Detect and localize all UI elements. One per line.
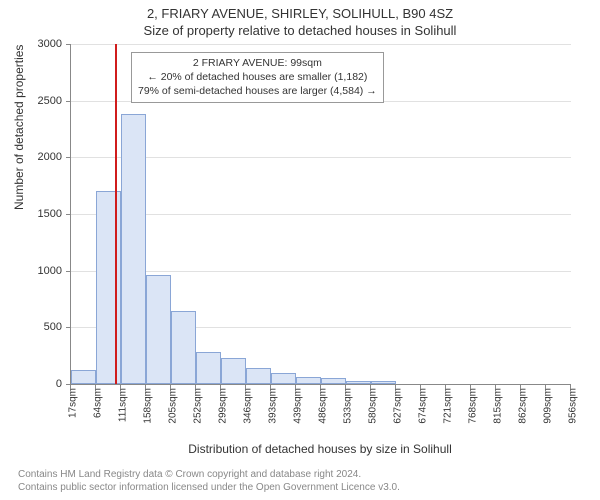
y-axis-label: Number of detached properties bbox=[12, 45, 26, 210]
histogram-bar bbox=[196, 352, 221, 384]
xtick-label: 956sqm bbox=[568, 388, 579, 424]
histogram-bar bbox=[246, 368, 271, 384]
histogram-bar bbox=[96, 191, 121, 384]
ytick-mark bbox=[66, 101, 71, 102]
gridline bbox=[71, 214, 571, 215]
annotation-box: 2 FRIARY AVENUE: 99sqm← 20% of detached … bbox=[131, 52, 384, 103]
property-marker-line bbox=[115, 44, 117, 384]
histogram-bar bbox=[296, 377, 321, 384]
chart-area: 2 FRIARY AVENUE: 99sqm← 20% of detached … bbox=[70, 44, 570, 414]
x-axis-label: Distribution of detached houses by size … bbox=[70, 442, 570, 456]
xtick-label: 252sqm bbox=[193, 388, 204, 424]
footer-line-2: Contains public sector information licen… bbox=[18, 481, 400, 494]
xtick-label: 158sqm bbox=[143, 388, 154, 424]
xtick-label: 627sqm bbox=[393, 388, 404, 424]
annotation-line3: 79% of semi-detached houses are larger (… bbox=[138, 84, 377, 98]
histogram-bar bbox=[146, 275, 171, 384]
xtick-label: 909sqm bbox=[543, 388, 554, 424]
xtick-label: 815sqm bbox=[493, 388, 504, 424]
xtick-label: 486sqm bbox=[318, 388, 329, 424]
xtick-label: 580sqm bbox=[368, 388, 379, 424]
ytick-label: 500 bbox=[22, 321, 62, 333]
xtick-label: 17sqm bbox=[68, 388, 79, 418]
footer-line-1: Contains HM Land Registry data © Crown c… bbox=[18, 468, 400, 481]
xtick-label: 205sqm bbox=[168, 388, 179, 424]
xtick-label: 346sqm bbox=[243, 388, 254, 424]
ytick-mark bbox=[66, 271, 71, 272]
ytick-label: 2000 bbox=[22, 151, 62, 163]
histogram-bar bbox=[121, 114, 146, 384]
xtick-label: 674sqm bbox=[418, 388, 429, 424]
gridline bbox=[71, 157, 571, 158]
histogram-bar bbox=[271, 373, 296, 384]
histogram-bar bbox=[321, 378, 346, 384]
xtick-label: 862sqm bbox=[518, 388, 529, 424]
ytick-label: 1500 bbox=[22, 208, 62, 220]
ytick-label: 2500 bbox=[22, 95, 62, 107]
xtick-label: 439sqm bbox=[293, 388, 304, 424]
ytick-mark bbox=[66, 214, 71, 215]
ytick-mark bbox=[66, 157, 71, 158]
ytick-mark bbox=[66, 44, 71, 45]
annotation-line1: 2 FRIARY AVENUE: 99sqm bbox=[138, 56, 377, 70]
ytick-mark bbox=[66, 327, 71, 328]
histogram-bar bbox=[371, 381, 396, 384]
histogram-plot: 2 FRIARY AVENUE: 99sqm← 20% of detached … bbox=[70, 44, 571, 385]
ytick-label: 0 bbox=[22, 378, 62, 390]
histogram-bar bbox=[171, 311, 196, 384]
histogram-bar bbox=[346, 381, 371, 384]
xtick-label: 768sqm bbox=[468, 388, 479, 424]
xtick-label: 299sqm bbox=[218, 388, 229, 424]
xtick-label: 533sqm bbox=[343, 388, 354, 424]
gridline bbox=[71, 271, 571, 272]
xtick-label: 393sqm bbox=[268, 388, 279, 424]
page-title: 2, FRIARY AVENUE, SHIRLEY, SOLIHULL, B90… bbox=[0, 6, 600, 21]
footer-attribution: Contains HM Land Registry data © Crown c… bbox=[18, 468, 400, 494]
ytick-label: 1000 bbox=[22, 265, 62, 277]
xtick-label: 111sqm bbox=[118, 388, 129, 422]
gridline bbox=[71, 44, 571, 45]
histogram-bar bbox=[71, 370, 96, 384]
xtick-label: 64sqm bbox=[93, 388, 104, 418]
ytick-label: 3000 bbox=[22, 38, 62, 50]
histogram-bar bbox=[221, 358, 246, 384]
page-subtitle: Size of property relative to detached ho… bbox=[0, 23, 600, 38]
annotation-line2: ← 20% of detached houses are smaller (1,… bbox=[138, 70, 377, 84]
xtick-label: 721sqm bbox=[443, 388, 454, 424]
